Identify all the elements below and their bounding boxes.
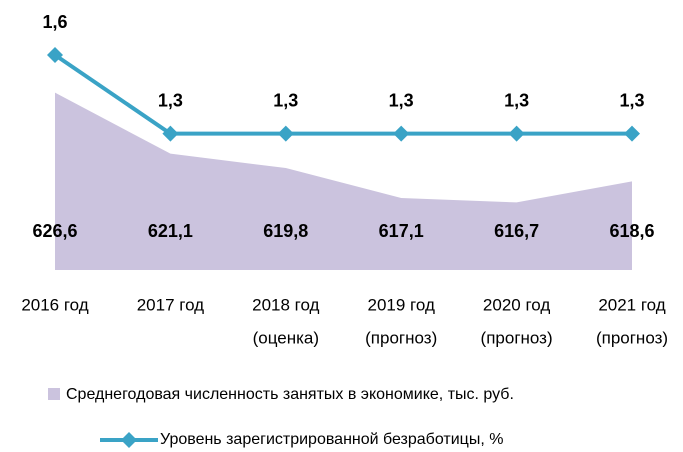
x-tick-label: 2018 год [252, 295, 319, 314]
x-tick-label: 2021 год [598, 295, 665, 314]
marker [47, 47, 63, 63]
value-label: 1,3 [619, 90, 644, 110]
marker [624, 125, 640, 142]
area [55, 92, 632, 270]
x-tick-label: (прогноз) [481, 328, 553, 347]
line [53, 53, 632, 136]
x-tick-label: 2017 год [137, 295, 204, 314]
x-tick-label: (прогноз) [365, 328, 437, 347]
x-tick-label: 2016 год [21, 295, 88, 314]
value-label: 617,1 [379, 221, 424, 241]
value-label: 1,3 [158, 90, 183, 110]
value-label: 1,3 [389, 90, 414, 110]
value-label: 616,7 [494, 221, 539, 241]
marker [162, 125, 179, 142]
legend-label: Среднегодовая численность занятых в экон… [66, 386, 514, 403]
value-label: 626,6 [32, 221, 77, 241]
legend-marker [121, 432, 137, 448]
marker [508, 125, 525, 142]
x-tick-label: 2019 год [368, 295, 435, 314]
x-tick-label: (оценка) [253, 328, 319, 347]
marker [393, 125, 410, 142]
value-label: 1,6 [42, 12, 67, 32]
legend-label: Уровень зарегистрированной безработицы, … [160, 431, 503, 448]
value-label: 618,6 [609, 221, 654, 241]
value-label: 1,3 [273, 90, 298, 110]
value-label: 619,8 [263, 221, 308, 241]
marker [277, 125, 294, 142]
value-label: 621,1 [148, 221, 193, 241]
x-tick-label: (прогноз) [596, 328, 668, 347]
value-label: 1,3 [504, 90, 529, 110]
legend-swatch [48, 388, 60, 400]
x-tick-label: 2020 год [483, 295, 550, 314]
